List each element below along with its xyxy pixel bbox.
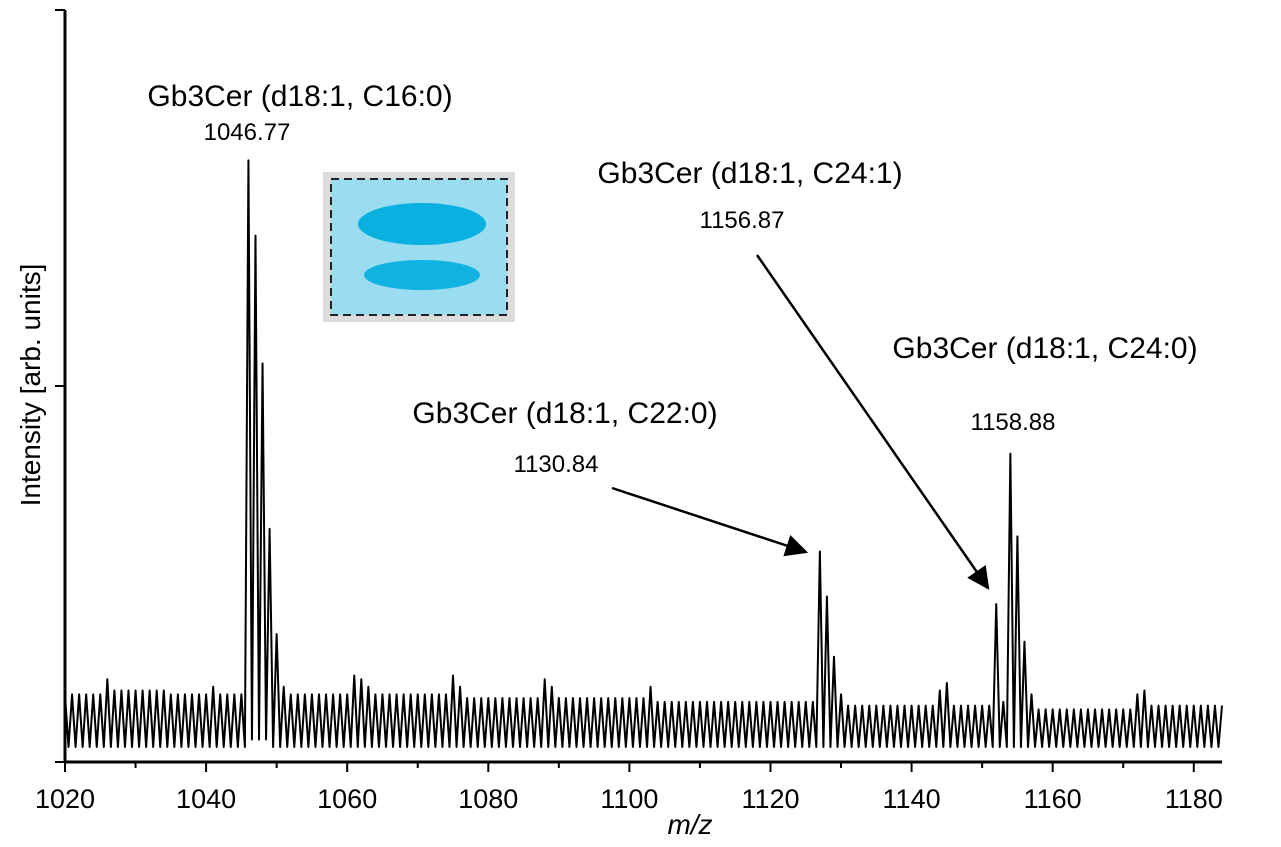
annotation-label: Gb3Cer (d18:1, C16:0) bbox=[147, 80, 452, 113]
spectrum-line bbox=[64, 159, 1223, 748]
x-tick-label: 1120 bbox=[741, 784, 799, 814]
annotation-mass: 1158.88 bbox=[971, 409, 1056, 436]
annotation-label: Gb3Cer (d18:1, C24:0) bbox=[892, 332, 1197, 365]
x-tick-label: 1060 bbox=[317, 784, 377, 814]
annotation-label: Gb3Cer (d18:1, C24:1) bbox=[597, 157, 902, 190]
annotation-arrow bbox=[611, 486, 809, 557]
x-axis-label: m/z bbox=[667, 809, 712, 840]
x-tick-label: 1080 bbox=[458, 784, 518, 814]
annotation-arrow bbox=[755, 254, 990, 590]
x-tick-label: 1180 bbox=[1165, 784, 1223, 814]
annotation-mass: 1046.77 bbox=[204, 119, 291, 146]
x-tick-label: 1020 bbox=[35, 784, 95, 814]
tlc-inset bbox=[323, 172, 515, 322]
x-tick-label: 1160 bbox=[1024, 784, 1082, 814]
annotation-label: Gb3Cer (d18:1, C22:0) bbox=[412, 397, 717, 430]
annotation-mass: 1156.87 bbox=[700, 207, 785, 234]
y-axis-label: Intensity [arb. units] bbox=[15, 264, 46, 507]
annotation-mass: 1130.84 bbox=[514, 451, 599, 478]
x-tick-label: 1040 bbox=[176, 784, 236, 814]
x-tick-label: 1140 bbox=[883, 784, 941, 814]
x-tick-label: 1100 bbox=[600, 784, 658, 814]
